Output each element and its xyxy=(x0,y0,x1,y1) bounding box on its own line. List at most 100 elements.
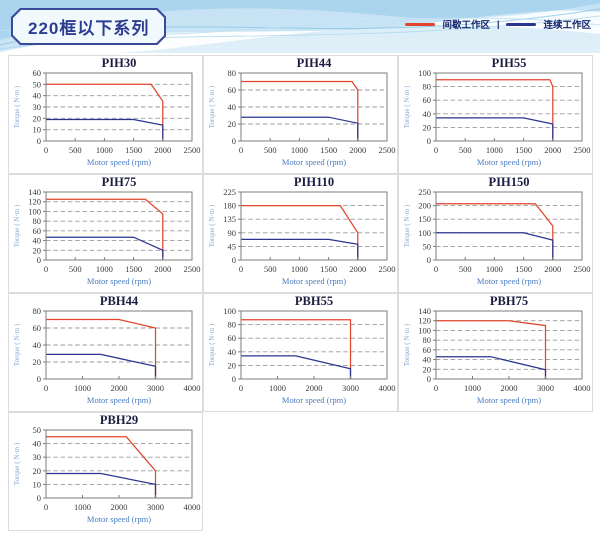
page-title-box: 220框以下系列 xyxy=(11,8,166,45)
chart-cell-PBH55: 0 20 40 60 80 100 0 1000 2000 3000 4000 PBH55 Motor … xyxy=(203,293,398,412)
y-tick-label: 100 xyxy=(28,206,41,216)
x-tick-label: 2000 xyxy=(111,383,128,393)
y-tick-label: 0 xyxy=(427,374,431,384)
x-axis-label: Motor speed (rpm) xyxy=(87,395,151,405)
x-tick-label: 2500 xyxy=(574,145,591,155)
y-tick-label: 60 xyxy=(33,68,42,78)
chart-cell-PBH29: 0 10 20 30 40 50 0 1000 2000 3000 4000 PBH29 Motor s… xyxy=(8,412,203,531)
chart-legend: 间歇工作区 | 连续工作区 xyxy=(405,17,591,31)
chart-cell-PIH150: 0 50 100 150 200 250 0 500 1000 1500 2000 2500 PIH15… xyxy=(398,174,593,293)
x-axis-label: Motor speed (rpm) xyxy=(282,157,346,167)
x-tick-label: 2000 xyxy=(111,502,128,512)
x-tick-label: 0 xyxy=(44,145,48,155)
x-axis-label: Motor speed (rpm) xyxy=(477,157,541,167)
x-tick-label: 4000 xyxy=(574,383,591,393)
x-tick-label: 1500 xyxy=(320,145,337,155)
x-tick-label: 0 xyxy=(434,145,438,155)
y-tick-label: 40 xyxy=(33,340,42,350)
x-tick-label: 1500 xyxy=(125,264,142,274)
series-line xyxy=(46,436,157,498)
series-line xyxy=(241,80,359,141)
y-tick-label: 10 xyxy=(33,479,42,489)
y-tick-label: 200 xyxy=(418,201,431,211)
y-tick-label: 0 xyxy=(37,493,41,503)
plot-frame xyxy=(435,72,583,142)
chart-cell-PIH44: 0 20 40 60 80 0 500 1000 1500 2000 2500 PIH44 Motor … xyxy=(203,55,398,174)
page-header: 220框以下系列 间歇工作区 | 连续工作区 xyxy=(0,0,600,53)
y-tick-label: 50 xyxy=(423,241,432,251)
legend-intermittent-label: 间歇工作区 xyxy=(442,20,490,31)
y-tick-label: 80 xyxy=(33,216,42,226)
x-tick-label: 0 xyxy=(239,145,243,155)
series-line xyxy=(241,238,359,260)
y-tick-label: 30 xyxy=(33,452,42,462)
x-axis-label: Motor speed (rpm) xyxy=(282,276,346,286)
x-tick-label: 0 xyxy=(434,264,438,274)
y-tick-label: 0 xyxy=(427,136,431,146)
x-tick-label: 2500 xyxy=(379,145,396,155)
x-tick-label: 1500 xyxy=(515,264,532,274)
y-tick-label: 20 xyxy=(228,119,237,129)
x-tick-label: 3000 xyxy=(537,383,554,393)
chart-title: PIH30 xyxy=(102,56,137,70)
series-line xyxy=(436,232,554,260)
y-tick-label: 0 xyxy=(232,136,236,146)
x-tick-label: 2000 xyxy=(306,383,323,393)
chart-cell-PIH75: 0 20 40 60 80 100 120 140 0 500 1000 1500 2000 2500 PI… xyxy=(8,174,203,293)
chart-title: PBH29 xyxy=(100,413,138,427)
x-tick-label: 2500 xyxy=(184,145,201,155)
y-tick-label: 60 xyxy=(33,323,42,333)
x-tick-label: 1500 xyxy=(515,145,532,155)
y-tick-label: 140 xyxy=(418,306,431,316)
series-line xyxy=(46,353,157,379)
x-tick-label: 1000 xyxy=(486,264,503,274)
y-tick-label: 60 xyxy=(228,85,237,95)
y-axis-label: Torque ( N·m ) xyxy=(13,442,21,485)
chart-cell-PBH75: 0 20 40 60 80 100 120 140 0 1000 2000 3000 4000 PBH75… xyxy=(398,293,593,412)
y-tick-label: 100 xyxy=(418,325,431,335)
x-tick-label: 2500 xyxy=(379,264,396,274)
x-tick-label: 0 xyxy=(44,502,48,512)
x-tick-label: 2000 xyxy=(349,145,366,155)
series-line xyxy=(436,356,547,379)
legend-continuous-label: 连续工作区 xyxy=(543,20,591,31)
x-tick-label: 2000 xyxy=(154,145,171,155)
x-tick-label: 1500 xyxy=(125,145,142,155)
y-tick-label: 40 xyxy=(423,355,432,365)
legend-separator: | xyxy=(496,19,500,29)
y-tick-label: 60 xyxy=(228,333,237,343)
x-tick-label: 3000 xyxy=(342,383,359,393)
x-tick-label: 0 xyxy=(44,383,48,393)
y-tick-label: 0 xyxy=(37,255,41,265)
x-tick-label: 3000 xyxy=(147,383,164,393)
y-axis-label: Torque ( N·m ) xyxy=(403,85,411,128)
y-tick-label: 40 xyxy=(33,236,42,246)
chart-title: PBH44 xyxy=(100,294,139,308)
x-axis-label: Motor speed (rpm) xyxy=(87,276,151,286)
x-tick-label: 2500 xyxy=(574,264,591,274)
y-tick-label: 80 xyxy=(228,320,237,330)
series-line xyxy=(436,117,554,141)
y-tick-label: 120 xyxy=(28,197,41,207)
chart-title: PBH55 xyxy=(295,294,333,308)
chart-title: PIH55 xyxy=(492,56,527,70)
y-tick-label: 140 xyxy=(28,187,41,197)
y-axis-label: Torque ( N·m ) xyxy=(208,85,216,128)
y-tick-label: 80 xyxy=(228,68,237,78)
legend-continuous-line-icon xyxy=(506,22,537,26)
x-tick-label: 500 xyxy=(264,145,277,155)
x-tick-label: 2000 xyxy=(544,145,561,155)
x-tick-label: 2500 xyxy=(184,264,201,274)
x-tick-label: 0 xyxy=(239,383,243,393)
page-title: 220框以下系列 xyxy=(13,10,164,43)
y-tick-label: 50 xyxy=(33,79,42,89)
chart-title: PIH110 xyxy=(294,175,334,189)
x-tick-label: 1000 xyxy=(96,145,113,155)
y-tick-label: 100 xyxy=(418,68,431,78)
series-line xyxy=(46,118,164,141)
x-tick-label: 2000 xyxy=(349,264,366,274)
plot-frame xyxy=(45,191,193,261)
